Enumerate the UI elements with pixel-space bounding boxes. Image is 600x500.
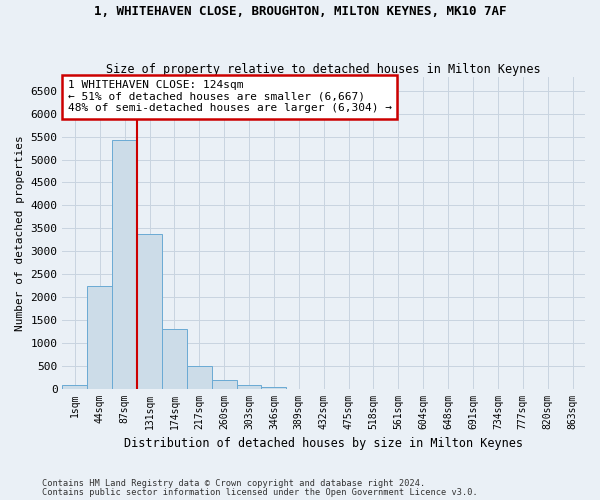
Bar [162, 329, 187, 388]
Text: 1 WHITEHAVEN CLOSE: 124sqm
← 51% of detached houses are smaller (6,667)
48% of s: 1 WHITEHAVEN CLOSE: 124sqm ← 51% of deta… [68, 80, 392, 114]
Bar [236, 385, 262, 388]
Bar [112, 140, 137, 388]
Bar [262, 387, 286, 388]
Bar [212, 380, 236, 388]
Bar [187, 366, 212, 388]
Y-axis label: Number of detached properties: Number of detached properties [15, 135, 25, 330]
Bar [137, 234, 162, 388]
Text: 1, WHITEHAVEN CLOSE, BROUGHTON, MILTON KEYNES, MK10 7AF: 1, WHITEHAVEN CLOSE, BROUGHTON, MILTON K… [94, 5, 506, 18]
Text: Contains HM Land Registry data © Crown copyright and database right 2024.: Contains HM Land Registry data © Crown c… [42, 479, 425, 488]
Bar [62, 386, 88, 388]
Title: Size of property relative to detached houses in Milton Keynes: Size of property relative to detached ho… [106, 63, 541, 76]
Text: Contains public sector information licensed under the Open Government Licence v3: Contains public sector information licen… [42, 488, 478, 497]
Bar [88, 286, 112, 389]
X-axis label: Distribution of detached houses by size in Milton Keynes: Distribution of detached houses by size … [124, 437, 523, 450]
